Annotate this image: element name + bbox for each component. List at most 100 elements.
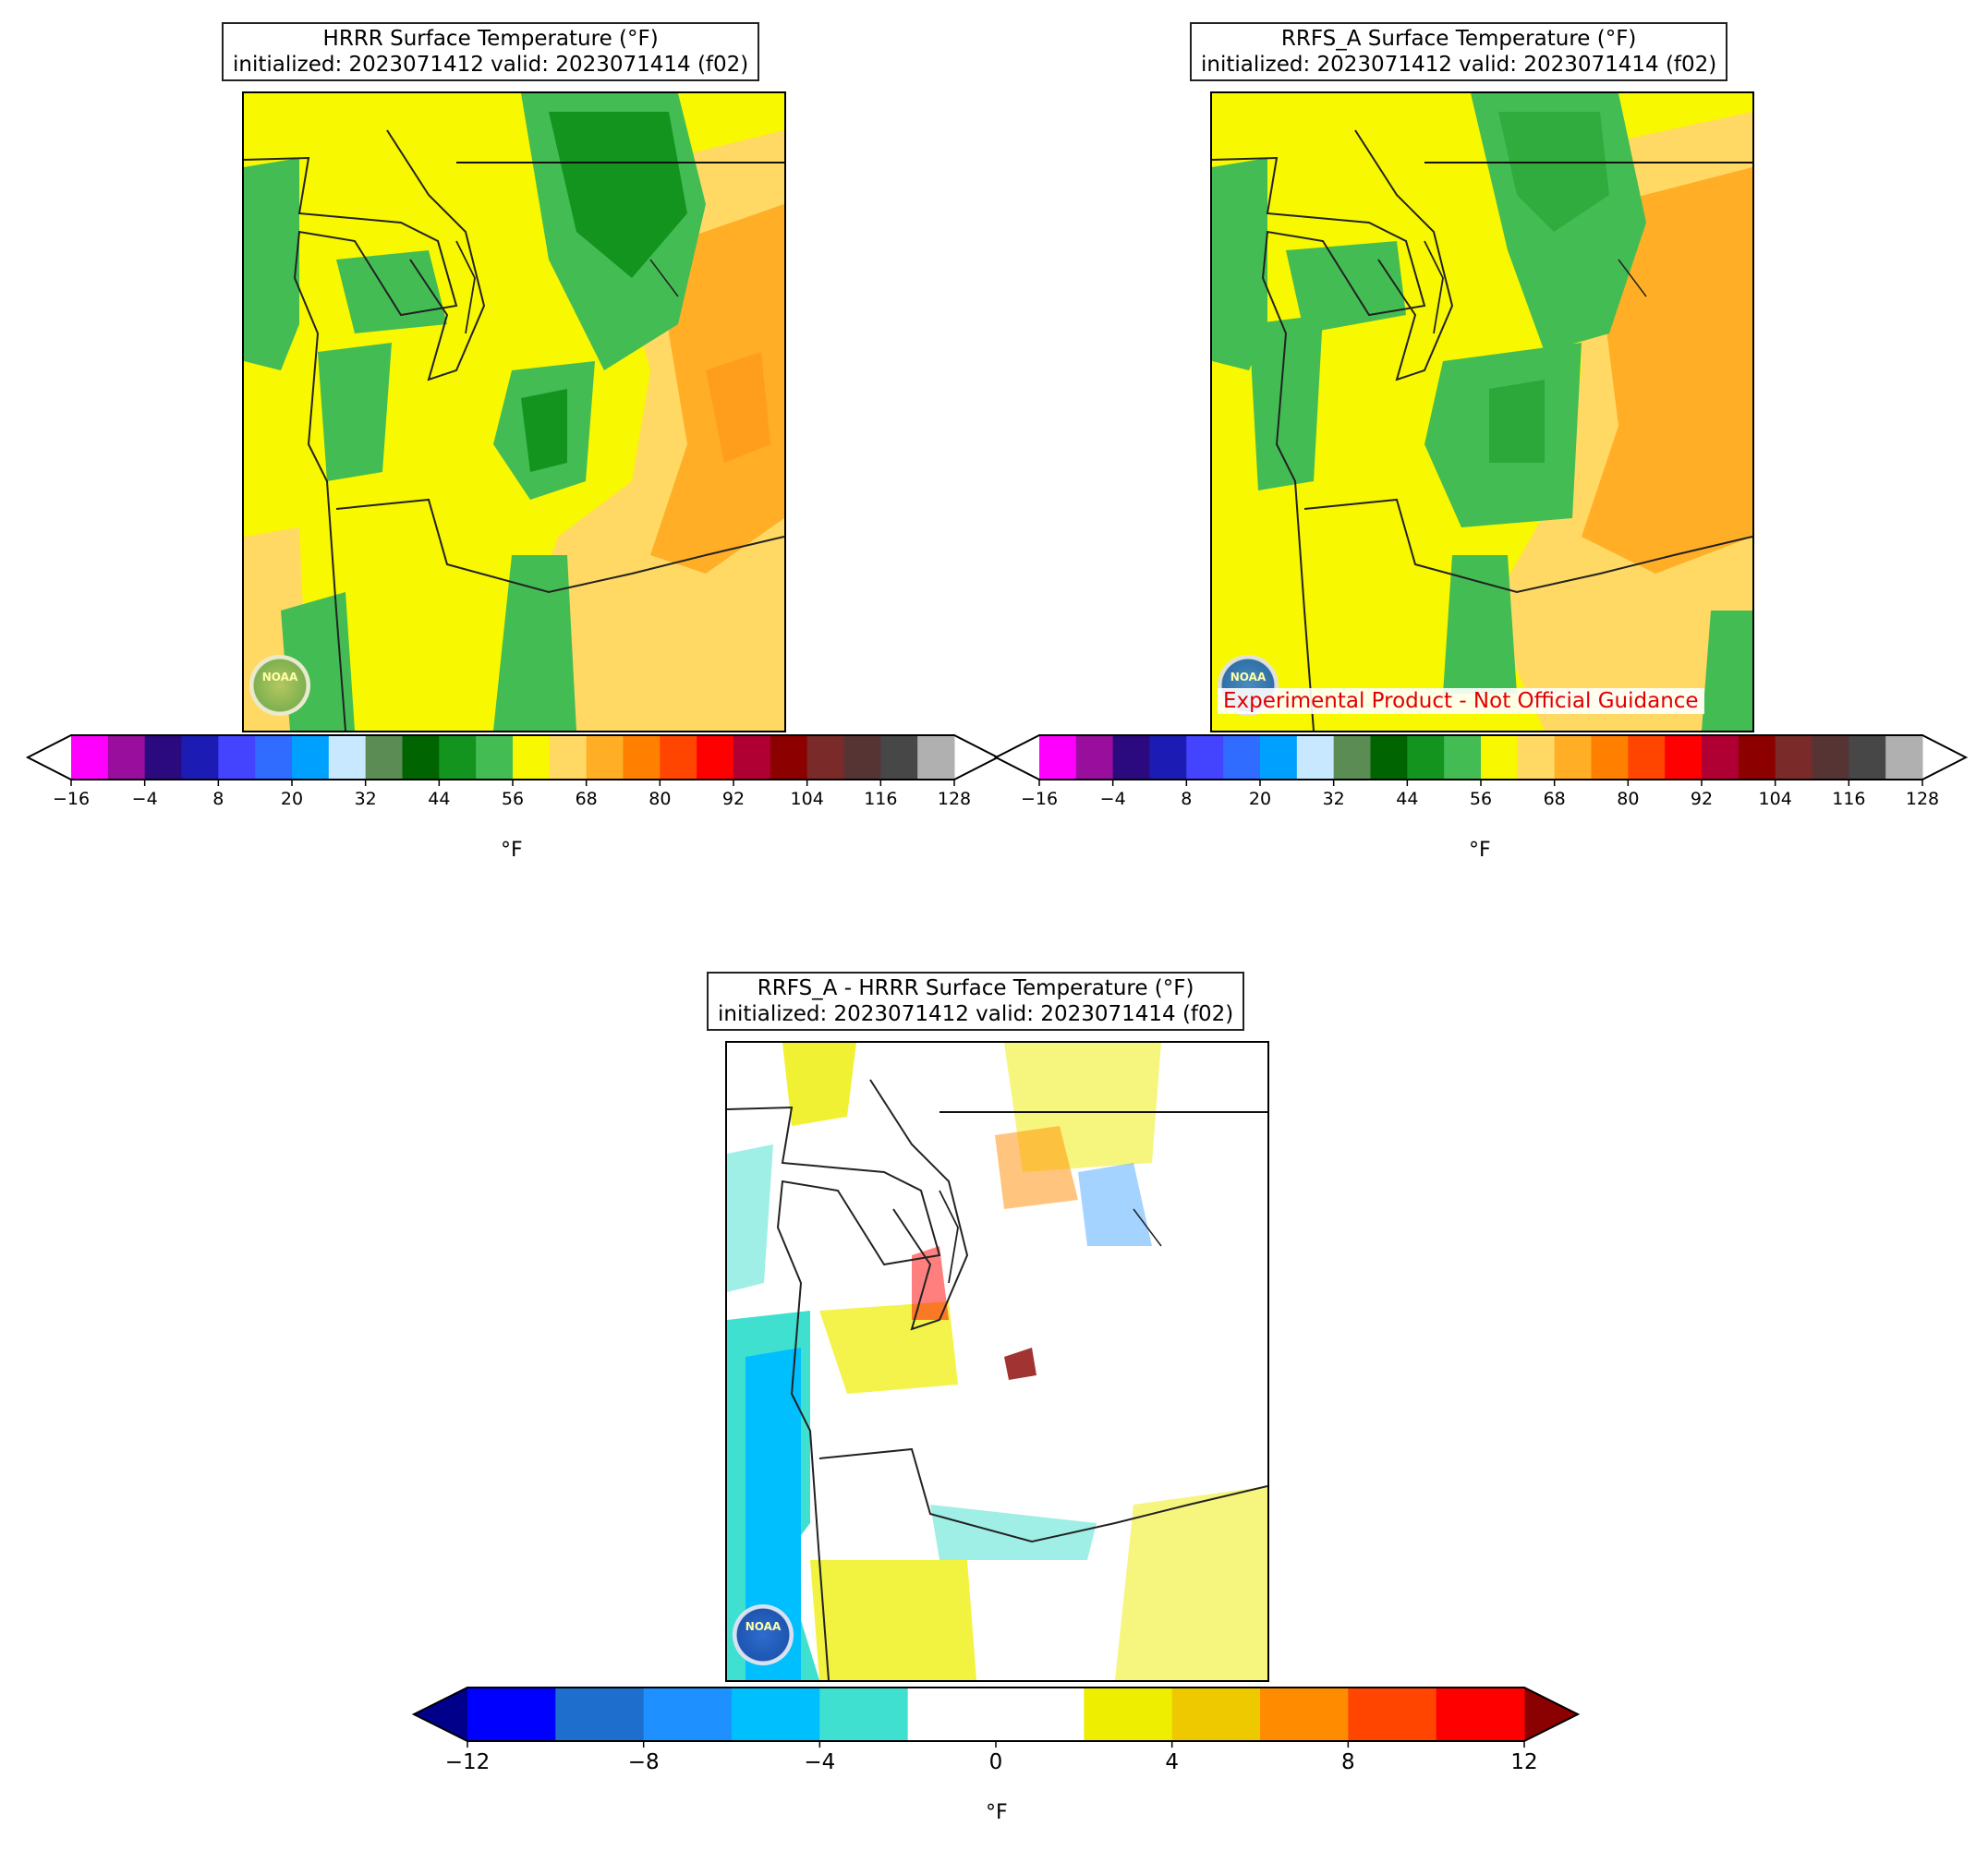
rrfs-colorbar-swatch [1039,735,1077,780]
hrrr-colorbar-swatch [255,735,293,780]
hrrr-colorbar-swatch [439,735,477,780]
rrfs-colorbar-swatch [1260,735,1298,780]
hrrr-noaa-logo: NOAA [249,655,310,716]
rrfs-colorbar-tick-label: 128 [1905,789,1940,809]
diff-colorbar-tick-label: 12 [1510,1750,1538,1774]
hrrr-title-line1: HRRR Surface Temperature (°F) [322,27,659,51]
diff-colorbar-tick-label: −4 [804,1750,836,1774]
hrrr-colorbar-tick-label: 56 [501,789,525,809]
rrfs-colorbar-swatch [1554,735,1592,780]
hrrr-colorbar-swatch [365,735,403,780]
diff-colorbar-swatch [467,1688,556,1741]
rrfs-watermark: Experimental Product - Not Official Guid… [1218,688,1704,714]
rrfs-title: RRFS_A Surface Temperature (°F) initiali… [1190,22,1728,81]
hrrr-colorbar-tick-label: 32 [354,789,377,809]
hrrr-noaa-logo-text: NOAA [261,671,298,684]
rrfs-map-graphic [1212,93,1752,731]
rrfs-colorbar-swatch [1885,735,1923,780]
rrfs-colorbar-swatch [1665,735,1703,780]
hrrr-colorbar-tick-label: 80 [649,789,672,809]
hrrr-colorbar-tick-label: −16 [52,789,91,809]
rrfs-colorbar-swatch [1223,735,1261,780]
diff-colorbar-tick-label: −12 [444,1750,491,1774]
hrrr-colorbar-swatch [660,735,697,780]
rrfs-colorbar-tick-label: 68 [1543,789,1566,809]
rrfs-colorbar-unit: °F [1469,839,1491,862]
rrfs-colorbar-tick-label: 116 [1832,789,1866,809]
rrfs-title-line1: RRFS_A Surface Temperature (°F) [1280,27,1637,51]
diff-map [725,1041,1269,1682]
diff-title-line2: initialized: 2023071412 valid: 202307141… [718,1002,1234,1026]
rrfs-colorbar-swatch [1481,735,1519,780]
rrfs-title-line2: initialized: 2023071412 valid: 202307141… [1201,53,1717,77]
hrrr-title-line2: initialized: 2023071412 valid: 202307141… [233,53,749,77]
diff-colorbar-swatch [1171,1688,1261,1741]
diff-colorbar-swatch [907,1688,997,1741]
hrrr-colorbar-swatch [733,735,771,780]
rrfs-colorbar-tick-label: 80 [1617,789,1640,809]
diff-colorbar-tick-label: −8 [627,1750,660,1774]
rrfs-colorbar-graphic [993,734,1969,786]
diff-colorbar-swatch [1260,1688,1349,1741]
hrrr-colorbar-graphic [25,734,1000,786]
rrfs-colorbar-tick-label: 44 [1396,789,1419,809]
diff-colorbar-swatch [1084,1688,1173,1741]
hrrr-colorbar-swatch [181,735,219,780]
diff-colorbar-swatch [1348,1688,1437,1741]
diff-colorbar-tick-label: 0 [988,1750,1003,1774]
rrfs-colorbar-swatch [1517,735,1556,780]
hrrr-map-graphic [244,93,784,731]
hrrr-colorbar-swatch [623,735,661,780]
hrrr-colorbar-swatch [843,735,881,780]
diff-noaa-logo-text: NOAA [745,1620,782,1633]
hrrr-colorbar-tick-label: 104 [790,789,824,809]
hrrr-colorbar-swatch [328,735,367,780]
diff-title: RRFS_A - HRRR Surface Temperature (°F) i… [707,972,1245,1031]
hrrr-colorbar-swatch [107,735,146,780]
rrfs-colorbar-swatch [1407,735,1445,780]
hrrr-colorbar-swatch [144,735,182,780]
hrrr-colorbar-swatch [697,735,734,780]
diff-colorbar-unit: °F [986,1801,1008,1824]
hrrr-colorbar-swatch [549,735,588,780]
rrfs-colorbar [993,734,1969,786]
diff-colorbar-swatch [819,1688,909,1741]
hrrr-colorbar-swatch [917,735,955,780]
rrfs-colorbar-swatch [1075,735,1114,780]
rrfs-colorbar-swatch [1775,735,1812,780]
rrfs-colorbar-swatch [1591,735,1629,780]
rrfs-colorbar-tick-label: −4 [1099,789,1126,809]
hrrr-colorbar-swatch [806,735,844,780]
diff-colorbar-swatch [996,1688,1085,1741]
hrrr-colorbar-tick-label: 20 [280,789,304,809]
hrrr-colorbar-tick-label: 8 [212,789,224,809]
hrrr-title: HRRR Surface Temperature (°F) initialize… [222,22,760,81]
diff-title-line1: RRFS_A - HRRR Surface Temperature (°F) [757,976,1194,1000]
hrrr-colorbar-tick-label: 128 [937,789,972,809]
hrrr-map [242,91,786,732]
hrrr-colorbar-swatch [218,735,256,780]
rrfs-colorbar-swatch [1444,735,1482,780]
hrrr-colorbar-extend-max [954,735,998,780]
rrfs-colorbar-tick-label: 92 [1690,789,1714,809]
rrfs-colorbar-swatch [1702,735,1740,780]
diff-colorbar-graphic [411,1687,1581,1748]
rrfs-colorbar-tick-label: 104 [1758,789,1792,809]
diff-colorbar-swatch [732,1688,820,1741]
diff-colorbar-extend-min [414,1688,467,1741]
hrrr-colorbar-swatch [71,735,109,780]
rrfs-colorbar-tick-label: 20 [1248,789,1272,809]
hrrr-colorbar-tick-label: 44 [428,789,451,809]
hrrr-colorbar-unit: °F [501,839,523,862]
hrrr-colorbar-tick-label: 116 [864,789,898,809]
hrrr-colorbar-swatch [476,735,514,780]
rrfs-colorbar-swatch [1812,735,1849,780]
rrfs-colorbar-swatch [1370,735,1408,780]
hrrr-colorbar-swatch [513,735,551,780]
diff-colorbar-swatch [555,1688,645,1741]
rrfs-colorbar-tick-label: 8 [1181,789,1193,809]
hrrr-colorbar-extend-min [28,735,71,780]
rrfs-colorbar-swatch [1112,735,1150,780]
rrfs-colorbar-swatch [1628,735,1666,780]
diff-map-graphic [727,1043,1267,1680]
